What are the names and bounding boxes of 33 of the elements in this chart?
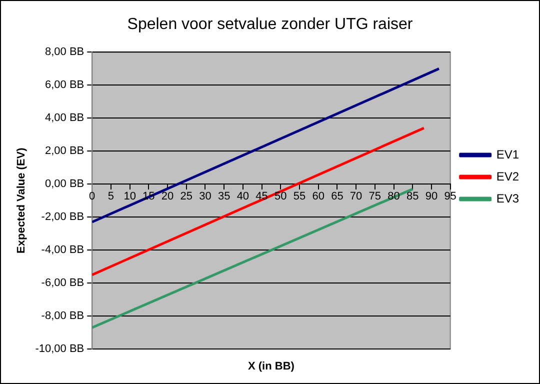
- x-tick-label: 95: [444, 190, 456, 203]
- x-tick-label: 55: [293, 190, 306, 203]
- x-tick-label: 0: [89, 190, 96, 203]
- x-tick-label: 30: [199, 190, 212, 203]
- y-tick-label: 4,00 BB: [44, 112, 84, 124]
- y-tick-label: -8,00 BB: [41, 310, 84, 322]
- x-tick-label: 65: [331, 190, 344, 203]
- y-tick-label: -6,00 BB: [41, 277, 84, 290]
- x-tick-label: 35: [218, 190, 230, 203]
- x-tick-label: 40: [236, 190, 250, 203]
- legend-label: EV2: [496, 169, 520, 184]
- x-tick-label: 5: [108, 190, 114, 203]
- y-tick-label: 6,00 BB: [44, 79, 84, 92]
- y-tick-label: 2,00 BB: [44, 145, 84, 158]
- x-tick-label: 90: [425, 190, 438, 203]
- y-tick-label: 0,00 BB: [44, 178, 84, 190]
- y-tick-label: -4,00 BB: [41, 244, 84, 256]
- legend-label: EV1: [496, 147, 520, 162]
- x-tick-label: 70: [350, 190, 362, 203]
- x-tick-label: 50: [274, 190, 287, 203]
- x-tick-label: 75: [368, 190, 382, 203]
- chart-title: Spelen voor setvalue zonder UTG raiser: [127, 16, 414, 34]
- x-tick-label: 20: [161, 190, 174, 203]
- y-tick-label: -10,00 BB: [35, 343, 84, 356]
- legend-label: EV3: [496, 191, 520, 206]
- y-tick-label: 8,00 BB: [44, 46, 84, 58]
- x-tick-label: 10: [124, 190, 136, 203]
- x-tick-label: 60: [312, 190, 324, 203]
- x-tick-label: 85: [406, 190, 419, 203]
- x-axis-title: X (in BB): [248, 360, 295, 373]
- x-tick-label: 25: [180, 190, 193, 203]
- y-axis-title: Expected Value (EV): [16, 147, 28, 254]
- y-tick-label: -2,00 BB: [41, 211, 84, 224]
